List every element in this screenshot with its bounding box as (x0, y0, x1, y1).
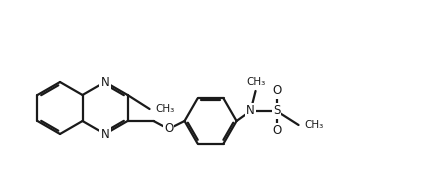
Text: O: O (164, 122, 173, 136)
Text: O: O (272, 84, 281, 98)
Text: S: S (273, 104, 280, 118)
Text: CH₃: CH₃ (246, 77, 265, 87)
Text: N: N (101, 75, 110, 89)
Text: N: N (101, 127, 110, 141)
Text: N: N (246, 104, 255, 118)
Text: O: O (272, 124, 281, 137)
Text: CH₃: CH₃ (305, 120, 324, 130)
Text: CH₃: CH₃ (156, 104, 175, 114)
